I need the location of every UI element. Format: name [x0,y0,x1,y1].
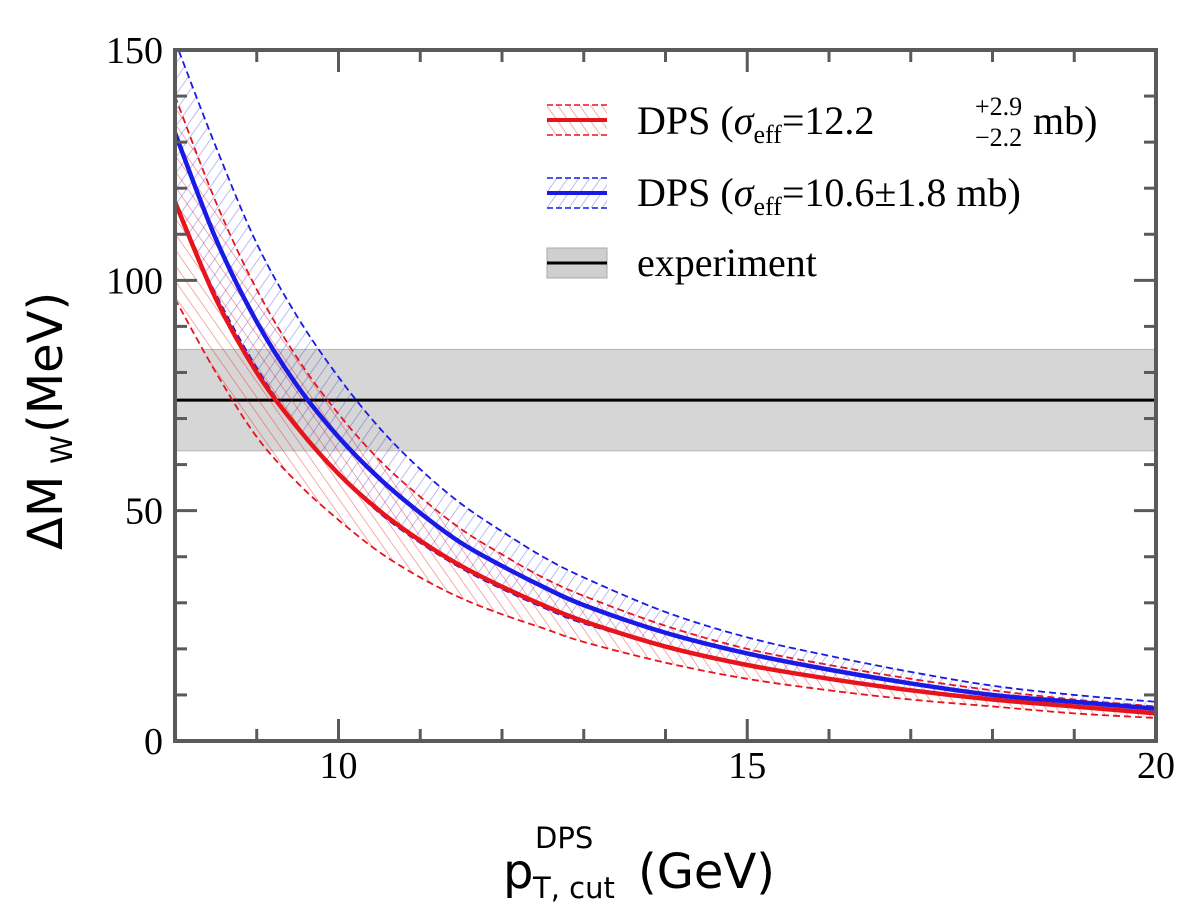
legend-label-red: DPS (σeff=12.2 +2.9 −2.2 mb) [637,92,1097,152]
x-axis-title-base: p [503,844,533,900]
y-tick-label: 150 [106,30,163,72]
legend-red-suffix: mb) [1023,98,1097,143]
y-axis-title-sub: W [45,435,79,464]
legend-blue-sym: σ [734,170,755,215]
x-axis-title-sup: DPS [535,821,593,855]
x-tick-label: 15 [728,745,766,787]
y-axis-title: ΔM W (MeV) [18,292,79,550]
x-axis-title-unit: (GeV) [638,844,775,900]
legend-red-sub: eff [753,120,782,149]
legend-red-eq: =12.2 [782,98,875,143]
ticks-layer: 10 15 20 0 50 100 150 [106,30,1175,787]
y-axis-title-base: ΔM [18,476,74,550]
series-red-lower-edge [175,298,1156,719]
legend-blue-prefix: DPS ( [637,170,734,215]
legend: DPS (σeff=12.2 +2.9 −2.2 mb) DPS (σeff=10.… [546,92,1097,285]
legend-label-blue: DPS (σeff=10.6±1.8 mb) [637,170,1021,221]
legend-blue-eq: =10.6±1.8 mb) [782,170,1021,215]
plot-area [175,50,1156,719]
legend-red-sup: +2.9 [975,92,1022,121]
y-axis-title-unit: (MeV) [18,292,74,433]
x-tick-label: 10 [320,745,358,787]
x-axis-title: p DPS T, cut (GeV) [503,821,775,905]
legend-blue-sub: eff [753,192,782,221]
legend-entry-red: DPS (σeff=12.2 +2.9 −2.2 mb) [547,92,1097,152]
x-axis-title-sub: T, cut [532,871,615,905]
series-blue-line [175,132,1156,711]
series-red-line [175,201,1156,716]
x-tick-label: 20 [1137,745,1175,787]
legend-red-prefix: DPS ( [637,98,734,143]
legend-red-sub2: −2.2 [975,123,1022,152]
series-red-band [175,96,1156,718]
series-layer [175,50,1156,719]
legend-red-sym: σ [734,98,755,143]
y-tick-label: 100 [106,260,163,302]
legend-entry-experiment: experiment [546,240,817,285]
legend-label-experiment: experiment [637,240,817,285]
series-blue-upper-edge [177,50,1156,703]
y-tick-label: 0 [144,721,163,763]
y-tick-label: 50 [125,491,163,533]
series-red-upper-edge [175,95,1156,708]
legend-entry-blue: DPS (σeff=10.6±1.8 mb) [547,170,1021,221]
